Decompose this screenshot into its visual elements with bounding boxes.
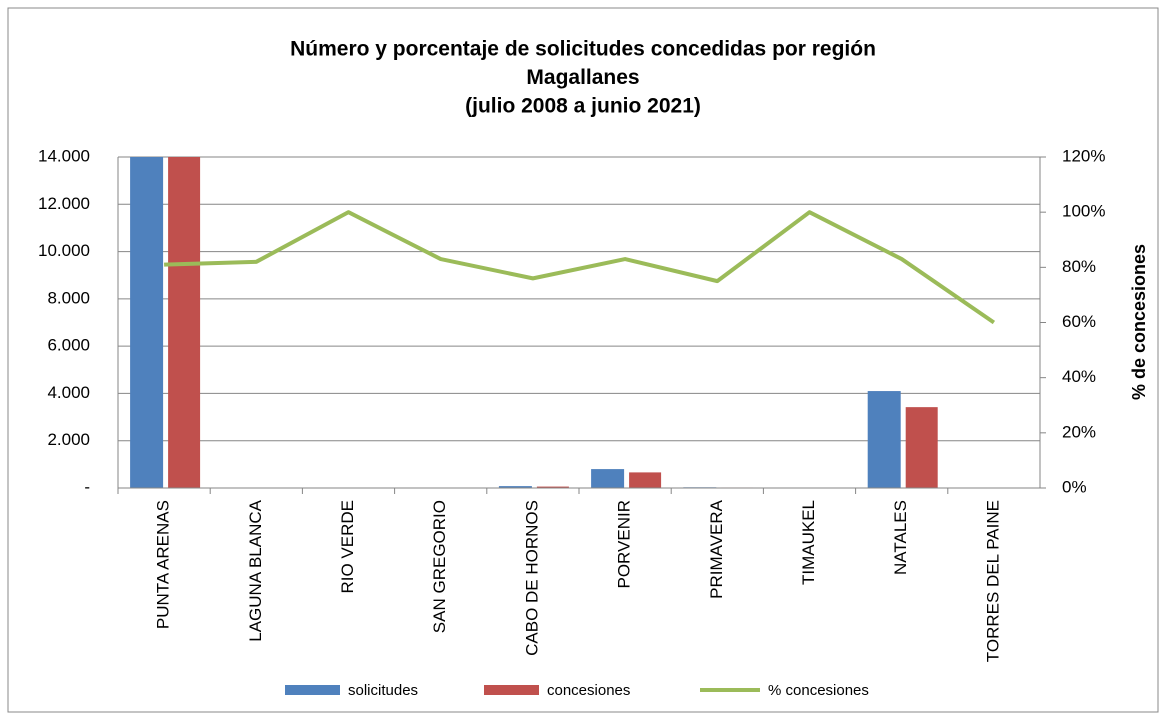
bar <box>868 391 901 488</box>
bar <box>130 157 163 488</box>
y-tick-label: 2.000 <box>47 430 90 449</box>
legend-label: % concesiones <box>768 682 869 699</box>
y2-tick-label: 0% <box>1062 477 1087 496</box>
y2-tick-label: 60% <box>1062 312 1096 331</box>
y2-tick-label: 120% <box>1062 146 1105 165</box>
x-tick-label: NATALES <box>891 500 910 575</box>
x-tick-label: PORVENIR <box>615 500 634 589</box>
y-tick-label: 8.000 <box>47 288 90 307</box>
y-tick-label: 14.000 <box>38 146 90 165</box>
bar <box>168 157 200 488</box>
y-tick-label: - <box>84 477 90 496</box>
bar <box>629 472 661 488</box>
y-tick-label: 12.000 <box>38 194 90 213</box>
y2-tick-label: 100% <box>1062 202 1105 221</box>
y-tick-label: 4.000 <box>47 383 90 402</box>
bar <box>906 407 938 488</box>
x-tick-label: PUNTA ARENAS <box>154 500 173 629</box>
x-tick-label: PRIMAVERA <box>707 499 726 599</box>
chart-title: Magallanes <box>526 66 639 89</box>
legend-label: solicitudes <box>348 682 418 699</box>
x-tick-label: TORRES DEL PAINE <box>983 500 1002 662</box>
legend-swatch <box>285 685 340 695</box>
y2-tick-label: 80% <box>1062 257 1096 276</box>
chart-title: (julio 2008 a junio 2021) <box>465 95 701 118</box>
legend-label: concesiones <box>547 682 630 699</box>
legend-swatch <box>484 685 539 695</box>
y-tick-label: 6.000 <box>47 336 90 355</box>
x-tick-label: TIMAUKEL <box>799 500 818 585</box>
y-tick-label: 10.000 <box>38 241 90 260</box>
y2-axis-title: % de concesiones <box>1129 244 1149 400</box>
x-tick-label: RIO VERDE <box>338 500 357 594</box>
x-tick-label: SAN GREGORIO <box>430 500 449 633</box>
y2-tick-label: 20% <box>1062 422 1096 441</box>
y2-tick-label: 40% <box>1062 367 1096 386</box>
chart-title: Número y porcentaje de solicitudes conce… <box>290 38 876 61</box>
x-tick-label: CABO DE HORNOS <box>522 500 541 656</box>
x-tick-label: LAGUNA BLANCA <box>246 499 265 641</box>
bar <box>591 469 624 488</box>
